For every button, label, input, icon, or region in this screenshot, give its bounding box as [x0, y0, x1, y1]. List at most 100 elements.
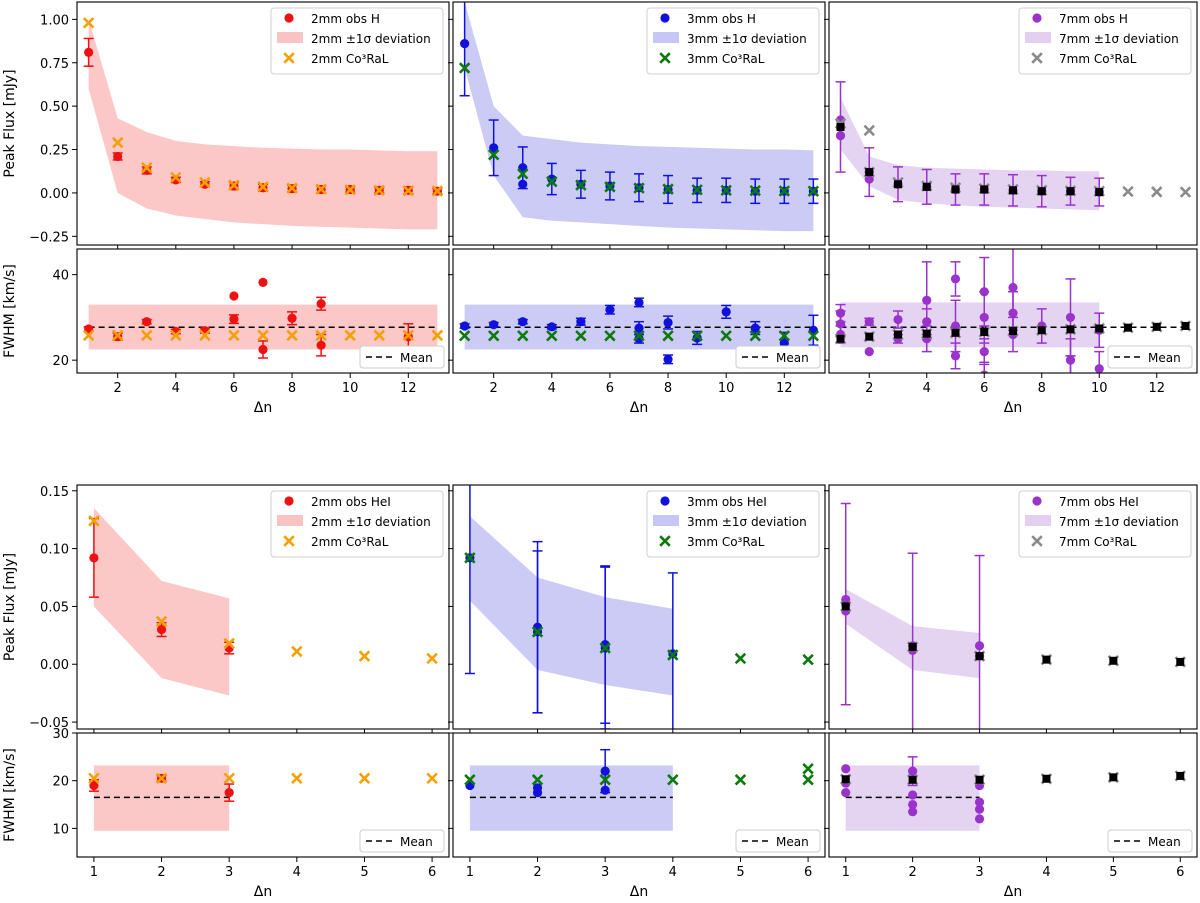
- fwhm-obs-point: [950, 321, 961, 331]
- fwhm-obs-point: [605, 305, 615, 315]
- fwhm-obs-point: [287, 313, 297, 323]
- mean-legend-label: Mean: [776, 351, 809, 365]
- panel-H-2mm: −0.25 0.00 0.25 0.50 0.75 1.00 Peak Flux [mJy]…: [2, 1, 450, 416]
- flux-model-marker: [1122, 185, 1134, 198]
- xtick-label: 12: [400, 381, 417, 396]
- mean-legend: Mean: [1107, 829, 1193, 853]
- fwhm-obs-point: [1008, 282, 1018, 293]
- fwhm-obs-point: [908, 799, 918, 810]
- xlabel: Δn: [1004, 400, 1022, 416]
- mean-legend-label: Mean: [400, 351, 433, 365]
- fwhm-model-marker: [575, 330, 587, 342]
- xtick-label: 8: [1038, 381, 1046, 396]
- flux-axes-frame: [452, 484, 826, 730]
- legend: 7mm obs HeI 7mm ±1σ deviation 7mm Co³RaL: [1018, 490, 1192, 558]
- flux-model-marker: [358, 650, 371, 662]
- fwhm-obs-point: [600, 785, 610, 795]
- flux-mean-marker: [1095, 188, 1104, 197]
- xtick-label: 5: [736, 865, 744, 880]
- flux-mean-marker: [1042, 655, 1051, 664]
- flux-model-marker: [426, 652, 438, 665]
- xtick-label: 1: [466, 865, 474, 880]
- flux-model-marker: [546, 175, 558, 188]
- legend-model-marker: [659, 535, 671, 547]
- legend-model-marker: [1031, 535, 1043, 547]
- flux-model-marker: [802, 653, 814, 666]
- flux-mean-marker: [1009, 186, 1017, 195]
- fwhm-obs-point: [489, 320, 499, 330]
- mean-legend-label: Mean: [400, 835, 433, 849]
- flux-plot-area: [88, 508, 438, 696]
- mean-legend-box: [735, 345, 821, 369]
- fwhm-axes-frame: [452, 732, 826, 858]
- fwhm-model-marker: [228, 329, 240, 342]
- fwhm-obs-point: [980, 370, 989, 373]
- fwhm-obs-point: [841, 788, 851, 798]
- flux-mean-marker: [1176, 657, 1185, 666]
- flux-mean-marker: [980, 185, 989, 194]
- fwhm-model-marker: [199, 329, 211, 342]
- flux-ytick-label: −0.25: [29, 230, 69, 245]
- xtick-label: 10: [342, 381, 359, 396]
- fwhm-model-marker: [402, 329, 415, 342]
- fwhm-mean-marker: [1181, 321, 1190, 330]
- flux-model-marker: [863, 124, 875, 137]
- flux-mean-marker: [894, 180, 902, 189]
- xtick-label: 5: [360, 865, 368, 880]
- fwhm-obs-point: [950, 351, 961, 361]
- flux-plot-area: [834, 81, 1192, 211]
- xtick-label: 2: [157, 865, 165, 880]
- xtick-label: 4: [548, 381, 556, 396]
- fwhm-model-marker: [691, 330, 703, 342]
- flux-obs-point: [547, 174, 557, 184]
- fwhm-mean-marker: [1124, 323, 1132, 332]
- fwhm-obs-point: [600, 766, 610, 776]
- legend-band-swatch: [277, 515, 303, 526]
- flux-obs-point: [156, 624, 167, 635]
- fwhm-obs-point: [576, 317, 586, 327]
- xtick-label: 6: [428, 865, 436, 880]
- flux-model-marker: [778, 185, 791, 197]
- fwhm-model-marker: [291, 772, 303, 785]
- fwhm-obs-point: [841, 764, 851, 774]
- fwhm-plot-area: [840, 756, 1186, 831]
- fwhm-model-marker: [802, 763, 814, 775]
- xtick-label: 12: [776, 381, 793, 396]
- flux-ytick-label: 0.05: [40, 600, 69, 615]
- fwhm-obs-point: [518, 317, 528, 327]
- flux-ytick-label: 0.10: [40, 543, 69, 558]
- fwhm-obs-point: [142, 317, 152, 327]
- flux-plot-area: [464, 485, 814, 729]
- flux-obs-point: [518, 179, 528, 189]
- xtick-label: 2: [490, 381, 498, 396]
- flux-model-marker: [1179, 186, 1192, 198]
- flux-ytick-label: −0.05: [29, 716, 69, 731]
- fwhm-plot-area: [82, 277, 444, 359]
- fwhm-obs-point: [532, 783, 543, 793]
- flux-mean-marker: [975, 652, 984, 661]
- flux-model-marker: [170, 171, 182, 184]
- panel-H-3mm: 3mm obs H 3mm ±1σ deviation 3mm Co³RaL 2 4 6 8…: [448, 1, 826, 416]
- xlabel: Δn: [630, 884, 648, 898]
- xtick-label: 2: [908, 865, 916, 880]
- fwhm-model-marker: [111, 329, 124, 342]
- flux-model-marker: [257, 181, 269, 193]
- legend-obs-marker: [660, 496, 670, 506]
- flux-obs-point: [89, 553, 99, 563]
- flux-mean-marker: [1066, 187, 1075, 196]
- fwhm-deviation-band: [840, 302, 1100, 348]
- fwhm-model-marker: [734, 774, 747, 786]
- fwhm-mean-marker: [836, 334, 845, 343]
- fwhm-model-marker: [802, 774, 814, 786]
- fwhm-mean-marker: [1009, 327, 1017, 336]
- fwhm-model-marker: [426, 772, 438, 785]
- xtick-label: 2: [114, 381, 122, 396]
- fwhm-model-marker: [286, 329, 298, 342]
- mean-legend: Mean: [359, 829, 445, 853]
- fwhm-model-marker: [633, 330, 645, 342]
- xtick-label: 3: [601, 865, 609, 880]
- flux-obs-point: [171, 175, 181, 185]
- fwhm-model-marker: [667, 774, 679, 786]
- flux-model-marker: [1151, 186, 1163, 198]
